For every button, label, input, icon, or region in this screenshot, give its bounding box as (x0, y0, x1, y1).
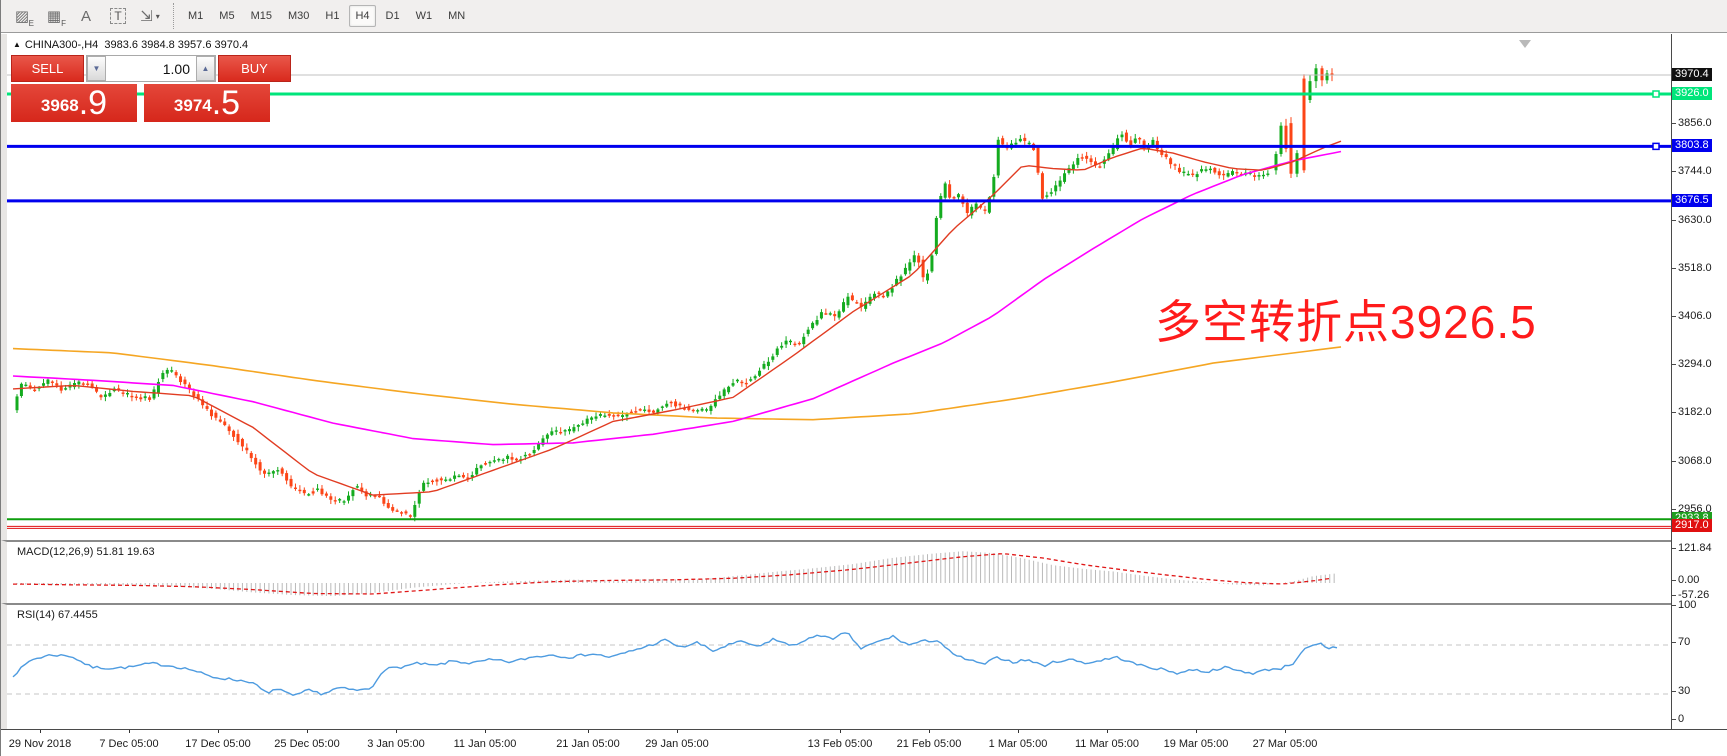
macd-axis-label: 121.84 (1672, 542, 1712, 554)
macd-chart-canvas[interactable] (7, 542, 1672, 603)
time-tick (929, 730, 930, 733)
time-tick-label: 29 Jan 05:00 (645, 738, 709, 750)
time-tick (218, 730, 219, 733)
collapse-triangle-icon[interactable]: ▲ (13, 40, 21, 49)
time-tick (307, 730, 308, 733)
macd-indicator-panel[interactable]: MACD(12,26,9) 51.81 19.63 (1, 540, 1672, 603)
time-tick-label: 1 Mar 05:00 (988, 738, 1048, 750)
text-box-tool-icon[interactable]: T (105, 4, 131, 28)
ohlc-values: 3983.6 3984.8 3957.6 3970.4 (104, 39, 249, 51)
price-tick-label: 3182.0 (1672, 405, 1712, 418)
rsi-label: RSI(14) 67.4455 (17, 609, 98, 621)
drawing-tools-group: ▨ E ▦ F A T ⇲ ▾ (9, 4, 169, 29)
volume-box: ▼ ▲ (86, 55, 216, 82)
time-tick (677, 730, 678, 733)
sell-button[interactable]: SELL (11, 55, 84, 82)
time-tick-label: 17 Dec 05:00 (185, 738, 251, 750)
time-tick (129, 730, 130, 733)
equidistant-channel-tool-icon[interactable]: ▨ E (14, 8, 34, 28)
ask-int: 3974 (173, 96, 212, 115)
volume-input[interactable] (106, 56, 196, 81)
rsi-axis-label: 100 (1671, 599, 1697, 612)
one-click-trading-widget: SELL ▼ ▲ BUY 3968 .9 3974 .5 (11, 55, 311, 122)
rsi-indicator-panel[interactable]: RSI(14) 67.4455 (1, 603, 1672, 729)
toolbar-separator (173, 3, 174, 29)
price-badge: 2917.0 (1672, 519, 1712, 533)
time-tick-label: 21 Jan 05:00 (556, 738, 620, 750)
timeframe-button-MN[interactable]: MN (448, 10, 466, 22)
price-tick-label: 3744.0 (1672, 165, 1712, 177)
symbol-timeframe-label: CHINA300-,H4 (24, 39, 99, 51)
time-tick-label: 27 Mar 05:00 (1252, 738, 1318, 750)
time-tick-label: 3 Jan 05:00 (367, 738, 425, 750)
macd-label: MACD(12,26,9) 51.81 19.63 (17, 546, 155, 558)
ask-price-display[interactable]: 3974 .5 (144, 84, 270, 122)
timeframe-button-H1[interactable]: H1 (325, 10, 340, 22)
time-tick-label: 7 Dec 05:00 (99, 738, 159, 750)
chart-annotation-text: 多空转折点3926.5 (1155, 296, 1537, 348)
volume-decrease-button[interactable]: ▼ (87, 56, 106, 81)
time-tick (1196, 730, 1197, 733)
time-tick-label: 13 Feb 05:00 (807, 738, 873, 750)
text-label-tool-icon[interactable]: A (80, 7, 91, 25)
time-tick (1018, 730, 1019, 733)
price-badge: 3970.4 (1672, 67, 1712, 81)
price-tick-label: 3630.0 (1672, 213, 1712, 226)
timeframe-buttons-group: M1 M5 M15 M30 H1 H4 D1 W1 MN (182, 5, 475, 27)
rsi-axis-label: 70 (1671, 636, 1691, 648)
timeframe-button-M5[interactable]: M5 (219, 10, 235, 22)
price-tick-label: 3518.0 (1672, 261, 1712, 274)
main-chart-panel[interactable]: ▲ CHINA300-,H4 3983.6 3984.8 3957.6 3970.… (1, 34, 1672, 540)
macd-axis-label: 0.00 (1671, 574, 1700, 586)
price-badge: 3803.8 (1672, 139, 1712, 153)
time-tick (485, 730, 486, 733)
price-tick-label: 3406.0 (1672, 309, 1712, 322)
timeframe-button-D1[interactable]: D1 (385, 10, 400, 22)
time-tick-label: 11 Jan 05:00 (453, 738, 517, 750)
time-tick (1285, 730, 1286, 733)
ask-dec: .5 (211, 84, 241, 122)
timeframe-button-W1[interactable]: W1 (415, 10, 433, 22)
rsi-axis-label: 0 (1671, 713, 1685, 725)
bid-price-display[interactable]: 3968 .9 (11, 84, 137, 122)
time-tick-label: 29 Nov 2018 (8, 738, 72, 750)
timeframe-button-H4[interactable]: H4 (349, 5, 376, 27)
price-badge: 3926.0 (1672, 87, 1712, 100)
timeframe-button-M1[interactable]: M1 (188, 10, 204, 22)
candlestick-chart-canvas[interactable] (7, 34, 1672, 540)
time-axis[interactable]: 29 Nov 2018 7 Dec 05:00 17 Dec 05:00 25 Dec… (1, 729, 1727, 756)
time-tick-label: 19 Mar 05:00 (1163, 738, 1229, 750)
timeframe-button-M30[interactable]: M30 (287, 10, 310, 22)
bid-int: 3968 (40, 96, 79, 115)
volume-increase-button[interactable]: ▲ (196, 56, 215, 81)
time-tick-label: 11 Mar 05:00 (1074, 738, 1140, 750)
price-tick-label: 3856.0 (1672, 117, 1712, 129)
fibonacci-grid-tool-icon[interactable]: ▦ F (46, 8, 66, 28)
macd-axis-label: -57.26 (1671, 589, 1710, 602)
price-axis-border (1671, 34, 1672, 729)
time-tick-label: 25 Dec 05:00 (274, 738, 340, 750)
price-tick-label: 2956.0 (1672, 502, 1712, 515)
price-tick-label: 3068.0 (1672, 454, 1712, 467)
time-tick (588, 730, 589, 733)
buy-button[interactable]: BUY (218, 55, 291, 82)
timeframe-button-M15[interactable]: M15 (250, 10, 272, 22)
toolbar: ▨ E ▦ F A T ⇲ ▾ M1 M5 M15 M30 H1 H4 D1 W1 MN (1, 0, 1727, 33)
cursor-mode-tool-icon[interactable]: ⇲ ▾ (140, 8, 160, 25)
time-tick (840, 730, 841, 733)
rsi-chart-canvas[interactable] (7, 605, 1672, 729)
time-tick (1107, 730, 1108, 733)
price-badge: 3676.5 (1672, 193, 1712, 207)
autoscroll-marker-icon[interactable] (1519, 40, 1531, 48)
time-tick-label: 21 Feb 05:00 (896, 738, 962, 750)
price-axis[interactable]: 3856.0 3744.0 3630.0 3518.0 3406.0 3294.0 3182… (1671, 34, 1727, 729)
bid-dec: .9 (78, 84, 108, 122)
price-tick-label: 3294.0 (1672, 357, 1712, 370)
chart-title: ▲ CHINA300-,H4 3983.6 3984.8 3957.6 3970.… (13, 39, 248, 51)
time-tick (40, 730, 41, 733)
time-tick (396, 730, 397, 733)
rsi-axis-label: 30 (1671, 685, 1691, 697)
